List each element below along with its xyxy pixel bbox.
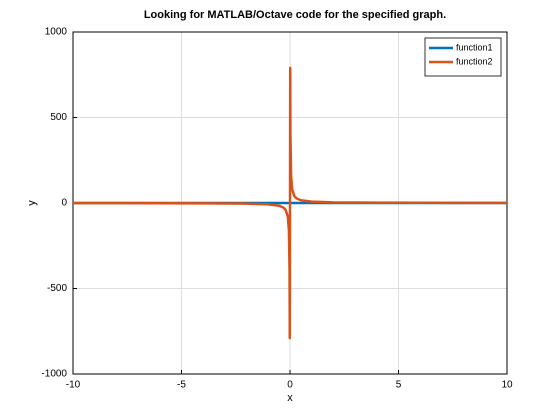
y-tick-label: 500 bbox=[50, 112, 67, 123]
x-tick-label: 0 bbox=[287, 380, 293, 391]
x-tick-label: 5 bbox=[396, 380, 402, 391]
y-tick-label: -500 bbox=[47, 283, 67, 294]
x-tick-label: 10 bbox=[501, 380, 513, 391]
y-tick-label: 0 bbox=[61, 198, 67, 209]
y-axis-label: y bbox=[26, 200, 38, 206]
data-line bbox=[72, 66, 508, 340]
legend-box bbox=[424, 37, 502, 77]
legend-label: function1 bbox=[456, 42, 493, 52]
x-axis-label: x bbox=[287, 392, 293, 404]
chart-title: Looking for MATLAB/Octave code for the s… bbox=[144, 9, 446, 21]
x-tick-label: -10 bbox=[66, 380, 81, 391]
y-tick-label: 1000 bbox=[45, 27, 68, 38]
y-tick-label: -1000 bbox=[41, 369, 67, 380]
x-tick-label: -5 bbox=[177, 380, 186, 391]
legend-label: function2 bbox=[456, 56, 493, 66]
